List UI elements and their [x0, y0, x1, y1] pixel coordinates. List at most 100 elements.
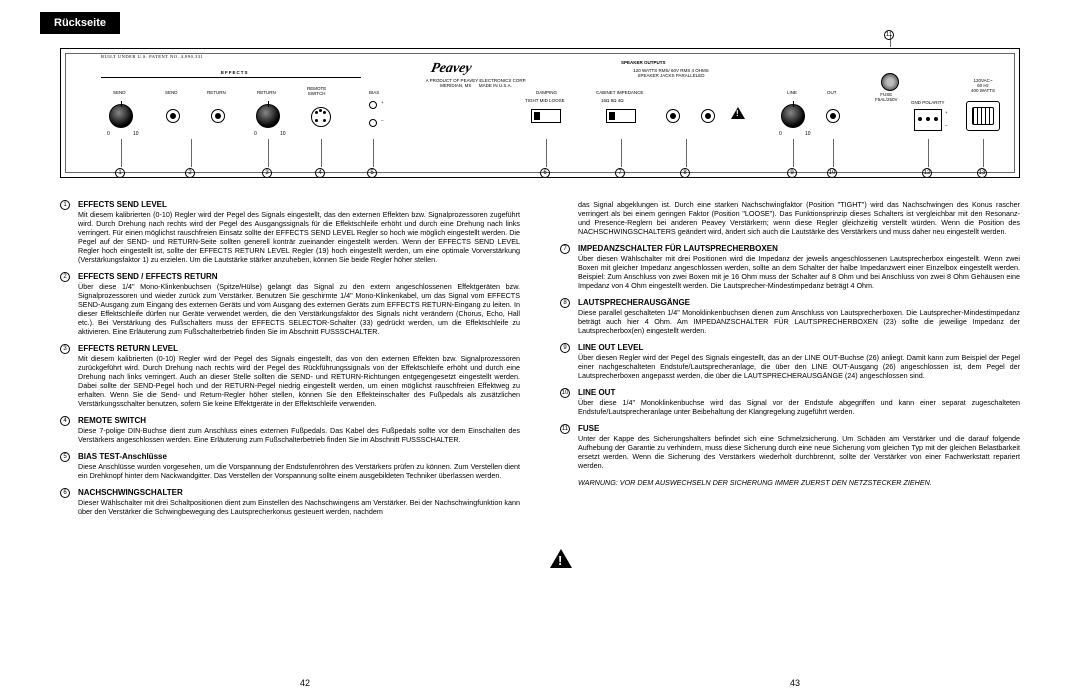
section-number: 3	[60, 344, 70, 354]
speaker-header: SPEAKER OUTPUTS	[621, 61, 666, 66]
label-return-jack: RETURN	[207, 91, 226, 96]
page-number-left: 42	[300, 678, 310, 688]
section-number: 11	[560, 424, 570, 434]
jack-line-out	[826, 109, 840, 123]
warning-text: WARNUNG: VOR DEM AUSWECHSELN DER SICHERU…	[560, 478, 1020, 487]
page-number-right: 43	[790, 678, 800, 688]
label-cab-imp: CABINET IMPEDANCE	[596, 91, 643, 96]
logo-subtitle: A PRODUCT OF PEAVEY ELECTRONICS CORP. ME…	[406, 79, 546, 89]
section-11: 11 FUSEUnter der Kappe des Sicherungshalt…	[560, 424, 1020, 470]
knob-effects-send	[109, 104, 133, 128]
section-title: EFFECTS SEND LEVEL	[78, 200, 520, 209]
section-number: 10	[560, 388, 570, 398]
fuse-cap	[881, 73, 899, 91]
section-2: 2 EFFECTS SEND / EFFECTS RETURNÜber diese…	[60, 272, 520, 336]
section-body: Über diese 1/4" Mono-Klinkenbuchsen (Spi…	[78, 282, 520, 336]
diag-ref-8: 8	[680, 168, 690, 178]
section-9: 9 LINE OUT LEVELÜber diesen Regler wird d…	[560, 343, 1020, 380]
warning-triangle-large	[550, 549, 572, 568]
section-5: 5 BIAS TEST-AnschlüsseDiese Anschlüsse wu…	[60, 452, 520, 480]
section-number: 8	[560, 298, 570, 308]
section-number: 2	[60, 272, 70, 282]
section-4: 4 REMOTE SWITCHDiese 7-polige DIN-Buchse …	[60, 416, 520, 444]
label-polarity: GND POLARITY	[911, 101, 945, 106]
section-body: Mit diesem kalibrierten (0-10) Regler wi…	[78, 210, 520, 264]
label-damping: DAMPING	[536, 91, 557, 96]
section-number: 6	[60, 488, 70, 498]
switch-damping	[531, 109, 561, 123]
peavey-logo: Peavey	[429, 61, 473, 77]
section-body: Unter der Kappe des Sicherungshalters be…	[578, 434, 1020, 470]
rear-panel-diagram: BUILT UNDER U.S. PATENT NO. 4,890,331 EF…	[60, 48, 1020, 178]
jack-speaker-2	[701, 109, 715, 123]
patent-text: BUILT UNDER U.S. PATENT NO. 4,890,331	[101, 55, 203, 60]
section-title: LINE OUT LEVEL	[578, 343, 1020, 352]
section-body: Über diesen Wählschalter mit drei Positi…	[578, 254, 1020, 290]
switch-impedance	[606, 109, 636, 123]
label-line: LINE	[787, 91, 797, 96]
section-title: NACHSCHWINGSCHALTER	[78, 488, 520, 497]
jack-speaker-1	[666, 109, 680, 123]
diag-ref-2: 2	[185, 168, 195, 178]
section-number: 7	[560, 244, 570, 254]
section-7: 7 IMPEDANZSCHALTER FÜR LAUTSPRECHERBOXENÜ…	[560, 244, 1020, 290]
diag-ref-3: 3	[262, 168, 272, 178]
section-title: LAUTSPRECHERAUSGÄNGE	[578, 298, 1020, 307]
section-title: LINE OUT	[578, 388, 1020, 397]
diag-ref-12: 12	[922, 168, 932, 178]
section-title: IMPEDANZSCHALTER FÜR LAUTSPRECHERBOXEN	[578, 244, 1020, 253]
label-out: OUT	[827, 91, 837, 96]
section-number: 4	[60, 416, 70, 426]
effects-header: EFFECTS	[221, 71, 249, 76]
section-body: Über diesen Regler wird der Pegel des Si…	[578, 353, 1020, 380]
section-title: EFFECTS SEND / EFFECTS RETURN	[78, 272, 520, 281]
section-title: FUSE	[578, 424, 1020, 433]
warning-icon	[731, 107, 745, 119]
label-power: 120VAC~ 60 Hz 400 WATTS	[962, 79, 1004, 94]
label-bias: BIAS	[369, 91, 379, 96]
left-column: 1EFFECTS SEND LEVELMit diesem kalibriert…	[60, 200, 520, 524]
damping-options: TIGHT MID LOOSE	[525, 99, 565, 104]
jack-effects-return	[211, 109, 225, 123]
section-1: 1 EFFECTS SEND LEVELMit diesem kalibriert…	[60, 200, 520, 264]
knob-effects-return	[256, 104, 280, 128]
section-body: Diese Anschlüsse wurden vorgesehen, um d…	[78, 462, 520, 480]
diag-ref-7: 7	[615, 168, 625, 178]
right-column: das Signal abgeklungen ist. Durch eine s…	[560, 200, 1020, 524]
section-8: 8 LAUTSPRECHERAUSGÄNGEDiese parallel gesc…	[560, 298, 1020, 335]
section-body: Diese 7-polige DIN-Buchse dient zum Ansc…	[78, 426, 520, 444]
section-3: 3 EFFECTS RETURN LEVELMit diesem kalibrie…	[60, 344, 520, 408]
section-body: Diese parallel geschalteten 1/4" Monokli…	[578, 308, 1020, 335]
speaker-sub: 120 WATTS RMS/ 60V RMS 4 OHMS SPEAKER JA…	[601, 69, 741, 79]
diag-ref-6: 6	[540, 168, 550, 178]
section-title: BIAS TEST-Anschlüsse	[78, 452, 520, 461]
jack-effects-send	[166, 109, 180, 123]
din-remote-switch	[311, 107, 331, 127]
iec-power-inlet	[966, 101, 1000, 131]
continuation-text: das Signal abgeklungen ist. Durch eine s…	[578, 200, 1020, 236]
knob-line-out	[781, 104, 805, 128]
impedance-options: 16Ω 8Ω 4Ω	[601, 99, 624, 104]
label-return-knob: RETURN	[257, 91, 276, 96]
diag-ref-13: 13	[977, 168, 987, 178]
section-title: EFFECTS RETURN LEVEL	[78, 344, 520, 353]
diag-ref-5: 5	[367, 168, 377, 178]
section-body: Mit diesem kalibrierten (0-10) Regler wi…	[78, 354, 520, 408]
section-body: Dieser Wählschalter mit drei Schaltposit…	[78, 498, 520, 516]
label-send-knob: SEND	[113, 91, 126, 96]
label-fuse: FUSE F5AL/250V	[875, 93, 898, 103]
section-number: 1	[60, 200, 70, 210]
section-title: REMOTE SWITCH	[78, 416, 520, 425]
section-10: 10 LINE OUTÜber diese 1/4" Monoklinkenbuc…	[560, 388, 1020, 416]
tab-rueckseite: Rückseite	[40, 12, 120, 34]
diag-ref-10: 10	[827, 168, 837, 178]
section-body: Über diese 1/4" Monoklinkenbuchse wird d…	[578, 398, 1020, 416]
diag-ref-9: 9	[787, 168, 797, 178]
label-send-jack: SEND	[165, 91, 178, 96]
diag-ref-11: 11	[884, 30, 894, 40]
diag-ref-4: 4	[315, 168, 325, 178]
section-number: 5	[60, 452, 70, 462]
section-6: 6 NACHSCHWINGSCHALTERDieser Wählschalter …	[60, 488, 520, 516]
diag-ref-1: 1	[115, 168, 125, 178]
section-number: 9	[560, 343, 570, 353]
